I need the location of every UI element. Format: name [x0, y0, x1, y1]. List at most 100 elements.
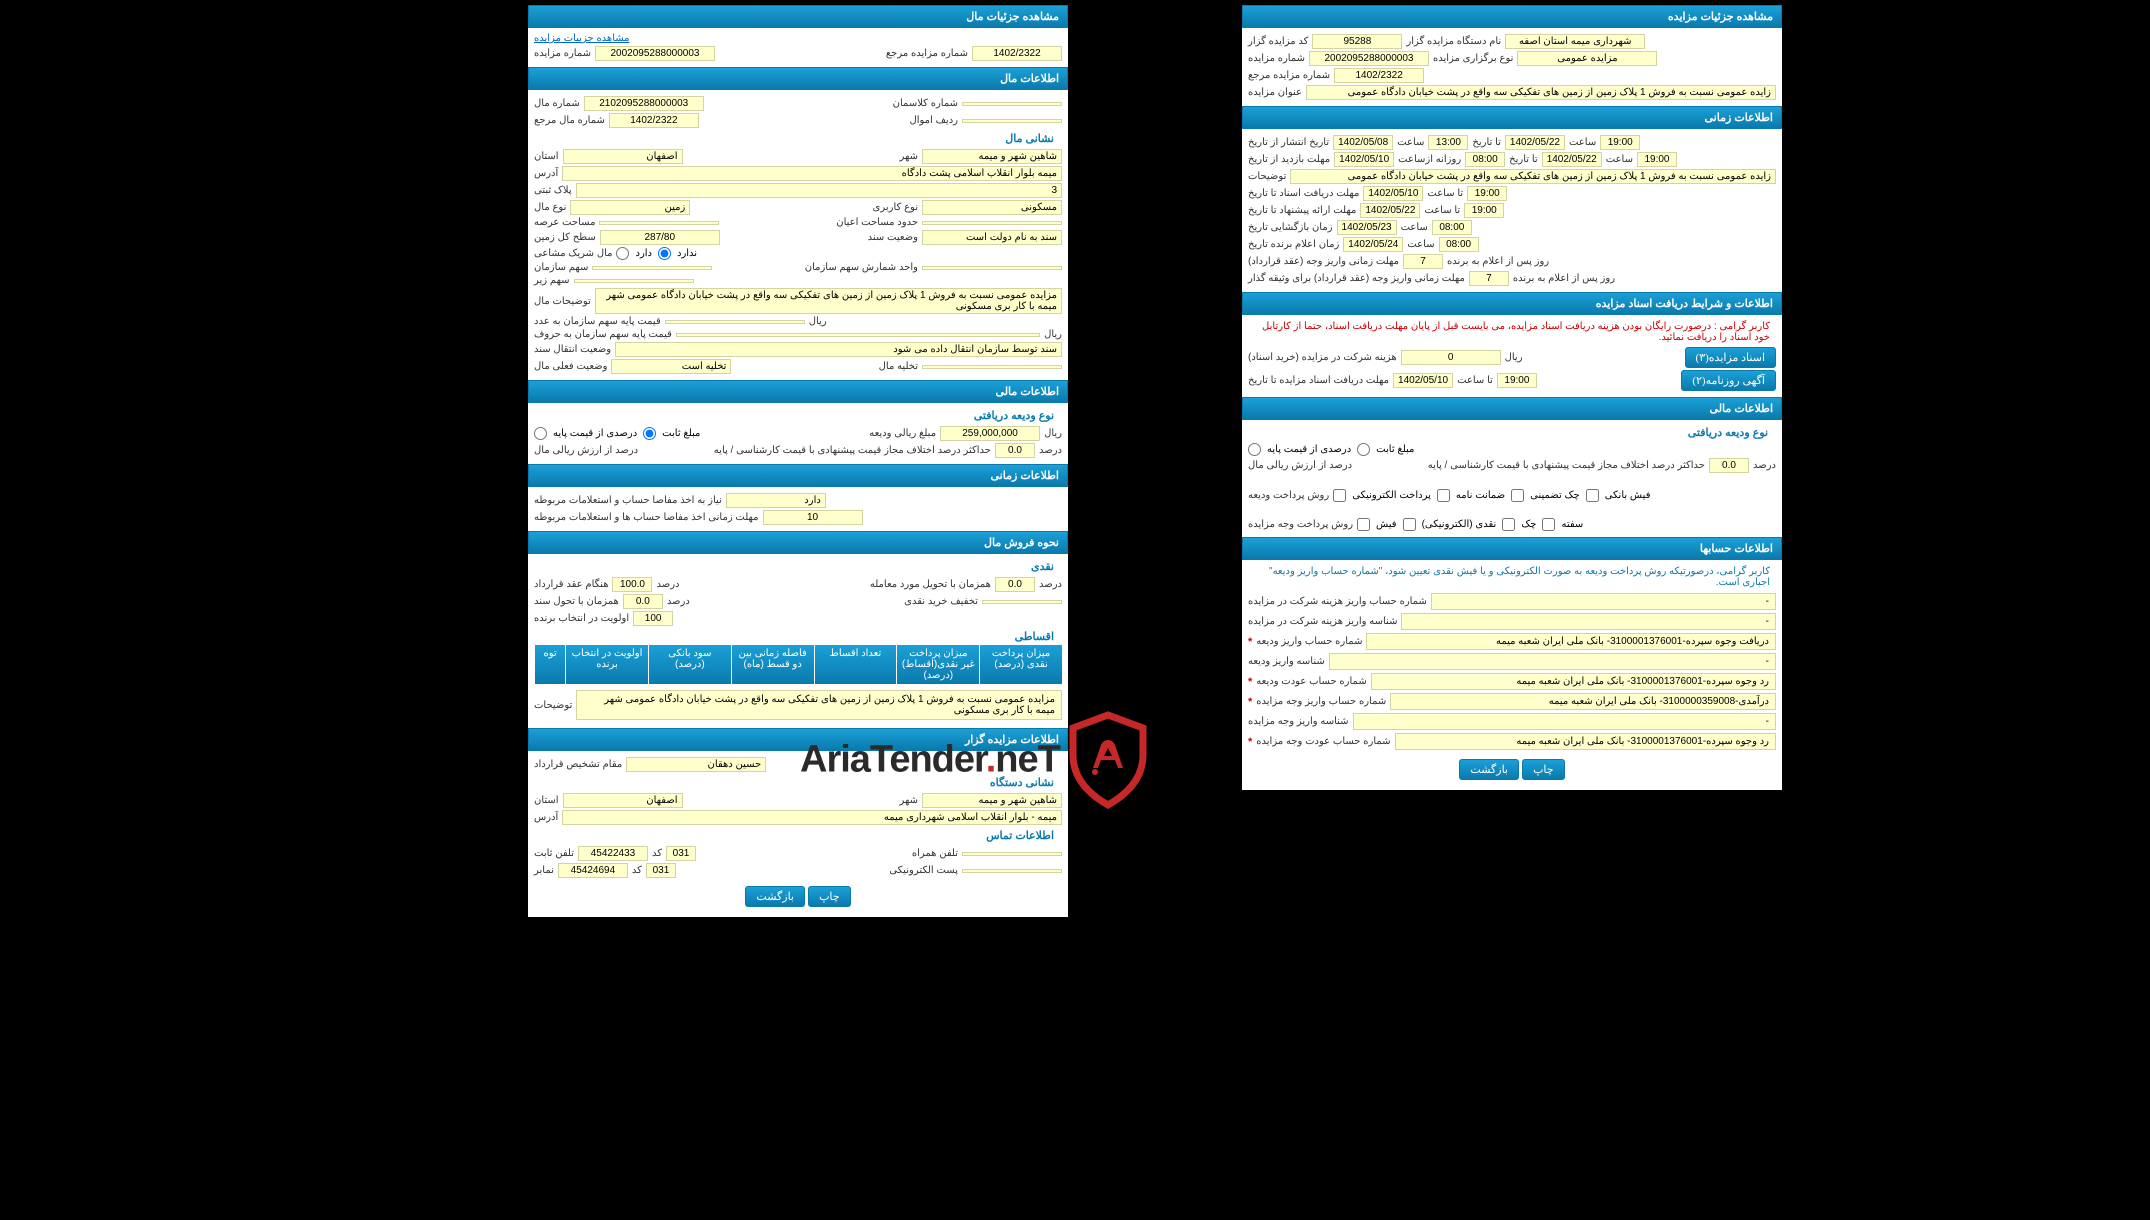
date-val: 1402/05/10: [1363, 186, 1423, 201]
label: نیاز به اخذ مفاصا حساب و استعلامات مربوط…: [534, 495, 722, 506]
sub-header: نوع ودیعه دریافتی: [534, 407, 1062, 424]
label: تاریخ انتشار از تاریخ: [1248, 137, 1329, 148]
auction-ref: 1402/2322: [1334, 68, 1424, 83]
doc-status: سند به نام دولت است: [922, 230, 1062, 245]
checkbox-label: فیش: [1376, 519, 1397, 530]
fax: 45424694: [558, 863, 628, 878]
section-header-docs: اطلاعات و شرایط دریافت اسناد مزایده: [1242, 292, 1782, 315]
label: کد: [652, 848, 662, 859]
radio-label: ندارد: [677, 248, 697, 259]
method-checkbox[interactable]: [1357, 518, 1370, 531]
required-marker: *: [1248, 736, 1252, 748]
date-val: 1402/05/22: [1505, 135, 1565, 150]
checkbox-label: چک تضمینی: [1530, 490, 1580, 501]
vacate: [922, 365, 1062, 369]
clearance-time: 10: [763, 510, 863, 525]
phone-code: 031: [666, 846, 696, 861]
section-header-details: مشاهده جزئیات مزایده: [1242, 5, 1782, 28]
label: شماره حساب عودت وجه مزایده: [1256, 736, 1390, 747]
transfer-pct: 0.0: [623, 594, 663, 609]
deposit-type-radio[interactable]: [534, 427, 547, 440]
th: میزان پرداخت نقدی (درصد): [979, 645, 1062, 684]
back-button[interactable]: بازگشت: [745, 886, 805, 907]
time-val: 13:00: [1428, 135, 1468, 150]
date-val: 1402/05/22: [1542, 152, 1602, 167]
back-button[interactable]: بازگشت: [1459, 759, 1519, 780]
total-area: 287/80: [600, 230, 720, 245]
sub-header: نشانی دستگاه: [534, 774, 1062, 791]
sub-header: نوع ودیعه دریافتی: [1248, 424, 1776, 441]
checkbox-label: چک: [1521, 519, 1536, 530]
time-val: 08:00: [1465, 152, 1505, 167]
th: تعداد اقساط: [814, 645, 897, 684]
th: سود بانکی (درصد): [648, 645, 731, 684]
method-checkbox[interactable]: [1333, 489, 1346, 502]
shared-radio[interactable]: [658, 247, 671, 260]
label: شماره مزایده: [1248, 53, 1305, 64]
method-checkbox[interactable]: [1403, 518, 1416, 531]
label: سهم سازمان: [534, 262, 588, 273]
print-button[interactable]: چاپ: [808, 886, 851, 907]
label: تلفن ثابت: [534, 848, 574, 859]
method-checkbox[interactable]: [1511, 489, 1524, 502]
label: تا ساعت: [1457, 375, 1493, 386]
label: ریال: [1505, 352, 1523, 363]
label: مهلت ارائه پیشنهاد تا تاریخ: [1248, 205, 1356, 216]
print-button[interactable]: چاپ: [1522, 759, 1565, 780]
section-header-sale: نحوه فروش مال: [528, 531, 1068, 554]
email: [962, 869, 1062, 873]
label: وضعیت فعلی مال: [534, 361, 607, 372]
radio-label: مبلغ ثابت: [1376, 444, 1414, 455]
label: نوع کاربری: [873, 202, 918, 213]
label: حدود مساحت اعیان: [836, 217, 918, 228]
auction-details-panel: مشاهده جزئیات مزایده کد مزایده گزار 9528…: [1242, 5, 1782, 790]
label: تا تاریخ: [1509, 154, 1538, 165]
auction-docs-button[interactable]: اسناد مزایده(۳): [1685, 347, 1776, 368]
label: همزمان با تحویل مورد معامله: [870, 579, 991, 590]
label: توضیحات مال: [534, 296, 591, 307]
date-val: 1402/05/23: [1337, 220, 1397, 235]
timing-desc: زایده عمومی نسبت به فروش 1 پلاک زمین از …: [1290, 169, 1776, 184]
newspaper-button[interactable]: آگهی روزنامه(۲): [1681, 370, 1776, 391]
label: شماره حساب عودت ودیعه: [1256, 676, 1366, 687]
method-checkbox[interactable]: [1542, 518, 1555, 531]
prop-type: زمین: [570, 200, 690, 215]
label: همزمان با تحول سند: [534, 596, 619, 607]
label: شماره مال: [534, 98, 580, 109]
label: اولویت در انتخاب برنده: [534, 613, 629, 624]
base-price-num: [665, 320, 805, 324]
shared-radio[interactable]: [616, 247, 629, 260]
view-auction-link[interactable]: مشاهده جزییات مزایده: [534, 33, 630, 44]
org-share: [592, 266, 712, 270]
required-marker: *: [1248, 676, 1252, 688]
deposit-type-radio[interactable]: [1357, 443, 1370, 456]
account-val: -: [1353, 713, 1776, 730]
label: شماره حساب واریز هزینه شرکت در مزایده: [1248, 596, 1427, 607]
label: تلفن همراه: [912, 848, 958, 859]
deposit-type-radio[interactable]: [1248, 443, 1261, 456]
radio-label: درصدی از قیمت پایه: [1267, 444, 1351, 455]
label: هزینه شرکت در مزایده (خرید اسناد): [1248, 352, 1397, 363]
label: تخفیف خرید نقدی: [904, 596, 978, 607]
label: ساعت: [1407, 239, 1434, 250]
priority: 100: [633, 611, 673, 626]
checkbox-label: پرداخت الکترونیکی: [1352, 490, 1431, 501]
label: استان: [534, 795, 559, 806]
radio-label: دارد: [635, 248, 652, 259]
checkbox-label: فیش بانکی: [1605, 490, 1651, 501]
deposit-amount: 259,000,000: [940, 426, 1040, 441]
label: آدرس: [534, 812, 558, 823]
fax-code: 031: [646, 863, 676, 878]
method-checkbox[interactable]: [1502, 518, 1515, 531]
deposit-type-radio[interactable]: [643, 427, 656, 440]
label: نمابر: [534, 865, 554, 876]
date-val: 1402/05/10: [1393, 373, 1453, 388]
sub-header: اطلاعات تماس: [534, 827, 1062, 844]
date-val: 1402/05/08: [1333, 135, 1393, 150]
label: توضیحات: [1248, 171, 1286, 182]
method-checkbox[interactable]: [1437, 489, 1450, 502]
label: درصد: [656, 579, 679, 590]
label: درصد: [1039, 445, 1062, 456]
method-checkbox[interactable]: [1586, 489, 1599, 502]
label: استان: [534, 151, 559, 162]
